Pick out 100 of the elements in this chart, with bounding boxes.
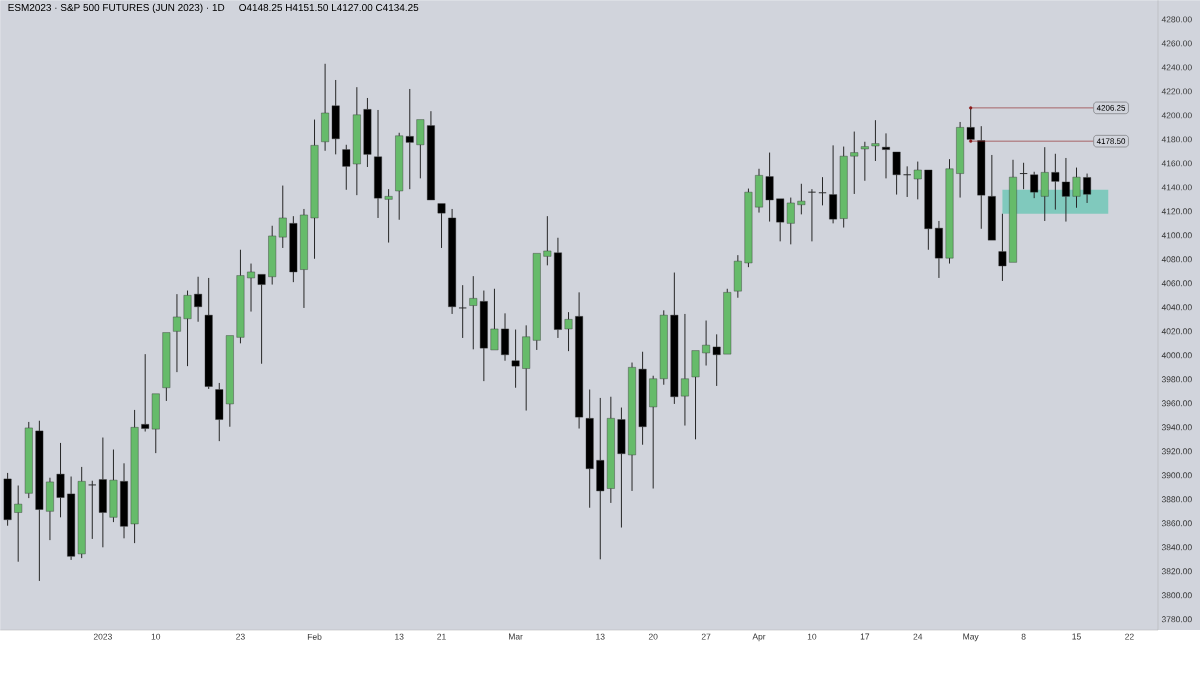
candlestick	[257, 274, 266, 365]
y-tick-label: 3860.00	[1161, 520, 1192, 527]
candlestick	[236, 249, 245, 344]
x-tick-label: 21	[437, 633, 446, 640]
candlestick	[310, 119, 319, 260]
candlestick	[247, 263, 255, 312]
y-tick-label: 3940.00	[1161, 424, 1192, 431]
candlestick	[807, 188, 817, 242]
x-tick-label: 23	[236, 633, 245, 640]
candlestick	[956, 121, 964, 199]
candlestick	[681, 313, 689, 426]
candlestick	[998, 213, 1007, 282]
y-tick-label: 3800.00	[1161, 592, 1192, 599]
candlestick	[564, 311, 573, 352]
candlestick	[924, 169, 933, 251]
y-tick-label: 3920.00	[1161, 448, 1192, 455]
y-tick-label: 3980.00	[1161, 376, 1192, 383]
candlestick	[797, 183, 806, 215]
candlestick	[543, 215, 552, 266]
candlestick	[1072, 167, 1081, 209]
candlestick	[987, 154, 996, 241]
x-tick-label: Mar	[509, 633, 523, 640]
candlestick	[194, 276, 203, 323]
candlestick	[67, 475, 76, 561]
y-tick-label: 4200.00	[1161, 112, 1192, 119]
candlestick	[427, 110, 435, 201]
candlestick	[384, 188, 393, 244]
candlestick	[14, 484, 23, 563]
candlestick	[617, 406, 626, 528]
y-tick-label: 4140.00	[1161, 184, 1192, 191]
candlestick	[204, 277, 213, 390]
candlestick	[712, 333, 721, 387]
candlestick	[903, 165, 912, 198]
candlestick	[416, 119, 425, 179]
candlestick	[892, 151, 901, 196]
candlestick	[363, 97, 372, 168]
candlestick	[1062, 157, 1070, 223]
candlestick	[1051, 153, 1060, 211]
candlestick	[638, 351, 647, 446]
y-tick-label: 4040.00	[1161, 304, 1192, 311]
y-tick-label: 4260.00	[1161, 40, 1192, 47]
candlestick	[321, 63, 330, 152]
candlestick	[818, 176, 827, 206]
candlestick	[35, 420, 44, 582]
y-tick-label: 4220.00	[1161, 88, 1192, 95]
y-tick-label: 4100.00	[1161, 232, 1192, 239]
candlestick	[374, 109, 382, 219]
y-tick-label: 4160.00	[1161, 160, 1192, 167]
candlestick	[162, 332, 171, 402]
x-tick-label: Feb	[307, 633, 322, 640]
candlestick	[109, 448, 118, 523]
candlestick	[755, 168, 763, 214]
candlestick	[511, 329, 520, 389]
candlestick	[977, 125, 986, 230]
candlestick	[448, 208, 457, 315]
candlestick	[88, 480, 97, 540]
candlestick	[935, 220, 943, 279]
y-tick-label: 4280.00	[1161, 16, 1192, 23]
candlestick	[1083, 173, 1091, 204]
candlestick	[130, 409, 139, 544]
candlestick	[120, 462, 128, 539]
candlestick	[56, 442, 65, 518]
x-tick-label: 22	[1125, 633, 1134, 640]
x-tick-label: May	[963, 633, 979, 642]
candlestick	[24, 421, 33, 499]
x-tick-label: 13	[596, 633, 605, 640]
candlestick	[98, 436, 107, 548]
candlestick	[585, 388, 594, 509]
candlestick	[331, 79, 340, 155]
candlestick	[501, 312, 509, 362]
candlestick	[173, 293, 181, 373]
chart-title: ESM2023 · S&P 500 FUTURES (JUN 2023) · 1D	[8, 3, 225, 13]
candlestick	[913, 161, 922, 200]
candlestick	[702, 320, 710, 366]
candlestick	[882, 132, 890, 179]
candlestick	[1009, 159, 1017, 263]
candlestick	[829, 144, 837, 224]
candlestick	[225, 335, 234, 428]
candlestick	[458, 284, 467, 339]
x-tick-label: 10	[807, 633, 817, 640]
x-tick-label: 27	[701, 633, 711, 640]
y-tick-label: 4060.00	[1161, 280, 1192, 287]
x-tick-label: 17	[860, 633, 870, 640]
candlestick	[77, 466, 86, 559]
candlestick	[945, 158, 954, 265]
x-tick-label: 2023	[93, 633, 112, 640]
y-tick-label: 3820.00	[1161, 568, 1192, 575]
candlestick	[670, 272, 679, 405]
candlestick	[554, 237, 562, 339]
y-tick-label: 4180.00	[1161, 136, 1192, 143]
x-tick-label: 8	[1021, 633, 1026, 640]
candlestick	[300, 208, 308, 309]
candlestick	[860, 141, 869, 182]
x-tick-label: 13	[395, 633, 404, 640]
candlestick	[628, 362, 636, 492]
candlestick	[1019, 162, 1028, 190]
candlestick	[46, 477, 54, 541]
y-tick-label: 4000.00	[1161, 352, 1192, 359]
candlestick	[871, 119, 880, 162]
candlestick	[765, 152, 774, 223]
